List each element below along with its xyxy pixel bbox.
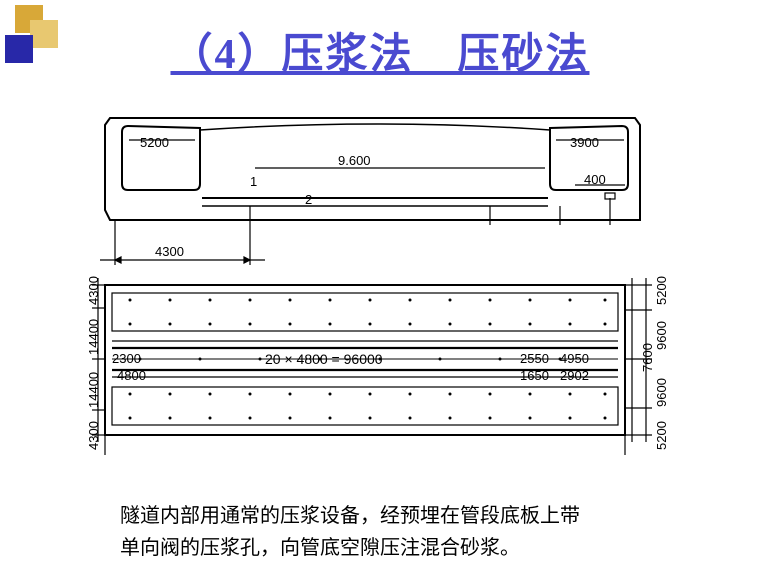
marker-1: 1 bbox=[250, 174, 257, 189]
plan-r0: 5200 bbox=[654, 276, 669, 305]
dim-small-r: 400 bbox=[584, 172, 606, 187]
plan-l2: 14400 bbox=[86, 372, 101, 408]
plan-r3: 5200 bbox=[654, 421, 669, 450]
plan-r-across-0: 2550 bbox=[520, 351, 549, 366]
plan-r1: 9600 bbox=[654, 321, 669, 350]
marker-2: 2 bbox=[305, 192, 312, 207]
dim-right-h: 3900 bbox=[570, 135, 599, 150]
plan-r-label: 7600 bbox=[640, 343, 655, 372]
body-line-2: 单向阀的压浆孔，向管底空隙压注混合砂浆。 bbox=[120, 532, 660, 564]
engineering-diagram: 5200 9.600 3900 400 1 2 4300 4300 14400 … bbox=[80, 110, 660, 470]
plan-l0: 4300 bbox=[86, 276, 101, 305]
plan-l-under: 4800 bbox=[117, 368, 146, 383]
plan-l1: 14400 bbox=[86, 319, 101, 355]
plan-r2: 9600 bbox=[654, 378, 669, 407]
plan-center-line: 20 × 4800 = 96000 bbox=[265, 351, 383, 367]
dim-top-w: 9.600 bbox=[338, 153, 371, 168]
plan-l-center: 2300 bbox=[112, 351, 141, 366]
body-paragraph: 隧道内部用通常的压浆设备，经预埋在管段底板上带 单向阀的压浆孔，向管底空隙压注混… bbox=[120, 500, 660, 564]
plan-r-under-1: 2902 bbox=[560, 368, 589, 383]
plan-r-across-1: 4950 bbox=[560, 351, 589, 366]
page-title: （4）压浆法 压砂法 bbox=[0, 20, 760, 81]
dim-bot-ext: 4300 bbox=[155, 244, 184, 259]
plan-l3: 4300 bbox=[86, 421, 101, 450]
plan-r-under-0: 1650 bbox=[520, 368, 549, 383]
body-line-1: 隧道内部用通常的压浆设备，经预埋在管段底板上带 bbox=[120, 500, 660, 532]
dim-left-h: 5200 bbox=[140, 135, 169, 150]
